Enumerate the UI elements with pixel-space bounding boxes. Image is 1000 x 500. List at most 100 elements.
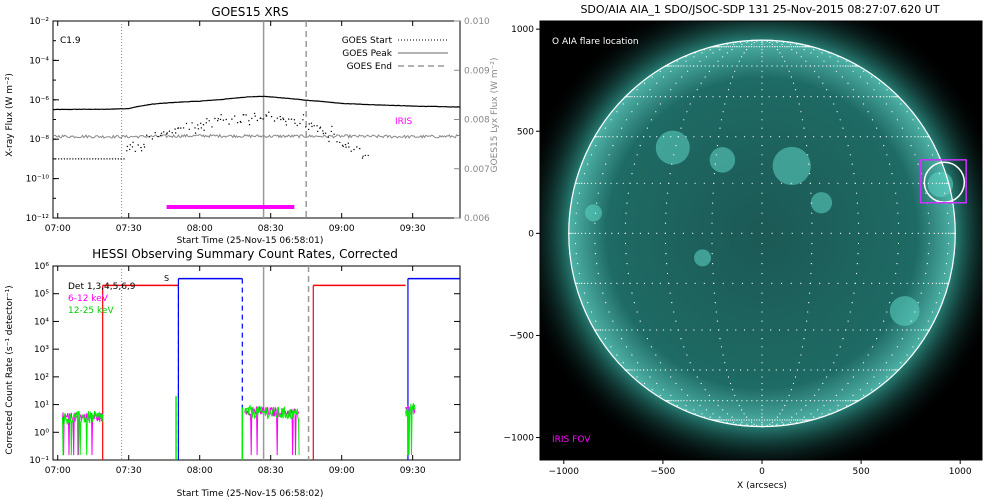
aia-grid-dot (686, 354, 688, 356)
aia-grid-dot (575, 212, 577, 214)
aia-grid-dot (911, 232, 913, 234)
aia-grid-dot (740, 369, 742, 371)
aia-grid-dot (639, 320, 641, 322)
aia-grid-dot (835, 369, 838, 371)
aia-grid-dot (800, 65, 802, 67)
aia-grid-dot (629, 282, 631, 284)
aia-grid-dot (819, 182, 821, 184)
aia-grid-dot (927, 182, 929, 184)
aia-grid-dot (693, 65, 695, 67)
aia-grid-dot (676, 182, 678, 184)
goes-short-point (166, 132, 168, 134)
aia-grid-dot (646, 338, 649, 340)
aia-grid-dot (886, 376, 888, 378)
aia-grid-dot (597, 272, 599, 275)
aia-grid-dot (925, 329, 927, 331)
aia-grid-dot (650, 96, 653, 98)
aia-grid-dot (839, 346, 841, 348)
aia-grid-dot (926, 263, 928, 265)
aia-grid-dot (646, 369, 649, 371)
goes-short-point (177, 127, 180, 129)
aia-grid-dot (575, 222, 577, 224)
aia-grid-dot (837, 182, 839, 184)
aia-grid-dot (761, 52, 763, 54)
aia-grid-dot (895, 369, 897, 371)
aia-grid-dot (636, 282, 638, 284)
aia-grid-dot (756, 40, 758, 42)
aia-grid-dot (851, 163, 853, 165)
aia-grid-dot (741, 419, 743, 421)
aia-grid-dot (811, 242, 813, 245)
aia-grid-dot (687, 394, 689, 396)
aia-grid-dot (711, 212, 713, 214)
aia-grid-dot (715, 311, 717, 313)
aia-grid-dot (914, 136, 916, 138)
aia-grid-dot (923, 329, 925, 331)
aia-grid-dot (761, 263, 763, 265)
aia-grid-dot (756, 419, 758, 421)
aia-grid-dot (931, 282, 934, 284)
aia-grid-dot (740, 423, 742, 425)
aia-grid-dot (839, 119, 841, 121)
aia-grid-dot (731, 49, 733, 51)
aia-grid-dot (687, 70, 689, 72)
aia-grid-dot (671, 302, 673, 304)
aia-grid-dot (761, 103, 763, 105)
aia-y-tick-label: −1000 (504, 434, 535, 444)
aia-grid-dot (756, 400, 758, 402)
aia-active-region (655, 130, 690, 165)
goes-short-point (270, 115, 273, 118)
aia-grid-dot (804, 46, 806, 48)
aia-grid-dot (675, 382, 677, 385)
aia-grid-dot (826, 89, 828, 91)
aia-grid-dot (859, 136, 862, 138)
aia-grid-dot (829, 136, 831, 138)
aia-image (540, 21, 982, 460)
goes-short-point (268, 111, 270, 113)
aia-grid-dot (689, 103, 691, 105)
aia-grid-dot (719, 369, 721, 371)
goes-short-point (143, 143, 145, 146)
aia-iris-fov-box (919, 159, 967, 204)
aia-grid-dot (639, 232, 642, 234)
aia-grid-dot (722, 65, 724, 67)
aia-grid-dot (792, 82, 795, 84)
aia-grid-dot (938, 182, 941, 184)
aia-grid-dot (703, 282, 705, 284)
aia-grid-dot (893, 369, 895, 371)
aia-grid-dot (666, 400, 669, 402)
aia-grid-dot (906, 136, 908, 138)
hessi-legend: Det 1,3,4,5,6,9 6-12 keV 12-25 keV (68, 282, 136, 316)
aia-grid-dot (605, 163, 607, 165)
aia-grid-dot (788, 70, 790, 72)
aia-grid-dot (751, 182, 753, 184)
aia-grid-dot (761, 46, 763, 48)
aia-grid-dot (814, 65, 816, 67)
aia-grid-dot (647, 232, 650, 234)
aia-grid-dot (912, 346, 914, 348)
goes-y2-tick-label: 0.009 (464, 66, 490, 76)
goes-ylabel-left: X-ray Flux (W m⁻²) (5, 73, 15, 157)
goes-short-point (211, 126, 213, 128)
goes-short-point (165, 133, 168, 135)
aia-grid-dot (794, 376, 797, 378)
aia-grid-dot (736, 65, 738, 67)
aia-grid-dot (610, 119, 612, 121)
aia-grid-dot (655, 354, 657, 356)
aia-grid-dot (826, 65, 828, 67)
aia-grid-dot (842, 400, 844, 402)
aia-grid-dot (891, 136, 893, 138)
aia-grid-dot (738, 46, 740, 48)
goes-short-point (336, 141, 338, 143)
aia-grid-dot (666, 192, 669, 194)
aia-grid-dot (771, 282, 773, 284)
aia-grid-dot (699, 60, 701, 62)
aia-grid-dot (814, 394, 816, 396)
aia-grid-dot (779, 46, 781, 48)
aia-grid-dot (862, 362, 865, 364)
aia-grid-dot (738, 60, 740, 62)
aia-grid-dot (784, 60, 786, 62)
aia-grid-dot (837, 404, 839, 407)
hessi-x-tick-label: 08:30 (258, 466, 284, 476)
aia-grid-dot (696, 400, 698, 402)
